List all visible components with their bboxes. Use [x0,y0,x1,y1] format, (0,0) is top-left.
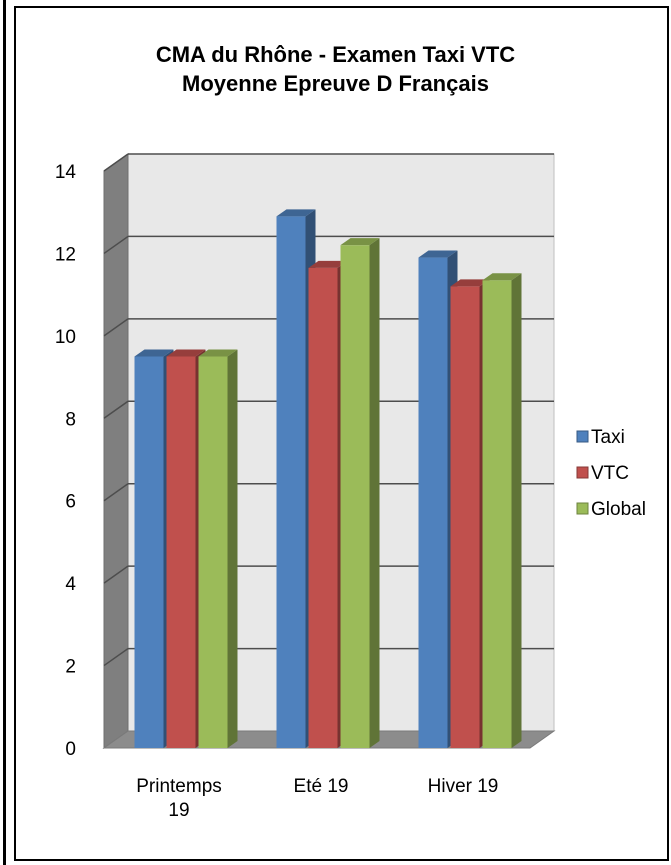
gridline-side [103,483,129,502]
bar-top-global [198,349,238,357]
bar-vtc [450,286,480,748]
bar-taxi [418,257,448,748]
bar-taxi [276,216,306,749]
bar-side-global [227,349,238,748]
gridline-side [103,647,129,667]
bar-side-global [511,273,522,748]
y-tick-label: 12 [55,244,76,265]
y-tick-label: 14 [55,162,77,183]
y-tick-label: 8 [65,409,76,430]
side-wall [103,153,129,749]
gridline-side [103,235,129,255]
bar-top-taxi [418,250,458,258]
y-tick-label: 0 [65,739,76,760]
bar-vtc [308,267,338,748]
page-left-rule [3,0,6,865]
y-tick-label: 6 [65,492,76,513]
bar-top-vtc [166,349,206,357]
chart-title-line-1: CMA du Rhône - Examen Taxi VTC [155,42,516,67]
bar-top-global [340,238,380,246]
bar-side-global [369,238,380,748]
bar-global [198,356,228,748]
legend-label-taxi: Taxi [591,427,625,448]
legend-swatch-global [576,502,589,515]
legend-label-global: Global [591,499,646,520]
chart-title: CMA du Rhône - Examen Taxi VTC Moyenne E… [0,40,671,98]
bar-global [482,280,512,748]
legend-swatch-taxi [576,430,589,443]
y-tick-label: 4 [65,574,76,595]
bar-top-taxi [276,209,316,217]
bar-top-taxi [134,349,174,357]
gridline-side [103,400,129,419]
gridline-side [103,318,129,337]
bar-top-vtc [308,260,348,268]
gridline-side [103,565,129,584]
x-category-label: Eté 19 [294,776,349,797]
x-category-label: Hiver 19 [428,776,499,797]
y-tick-label: 10 [55,327,76,348]
legend-label-vtc: VTC [591,463,629,484]
gridline-side [103,153,129,172]
x-category-label: Printemps [136,776,222,797]
legend-swatch-vtc [576,466,589,479]
bar-vtc [166,356,196,748]
chart-title-line-2: Moyenne Epreuve D Français [182,71,489,96]
x-category-label: 19 [168,800,189,821]
y-tick-label: 2 [65,657,76,678]
bar-top-global [482,273,522,281]
bar-top-vtc [450,279,490,287]
bar-taxi [134,356,164,748]
bar-global [340,245,370,748]
